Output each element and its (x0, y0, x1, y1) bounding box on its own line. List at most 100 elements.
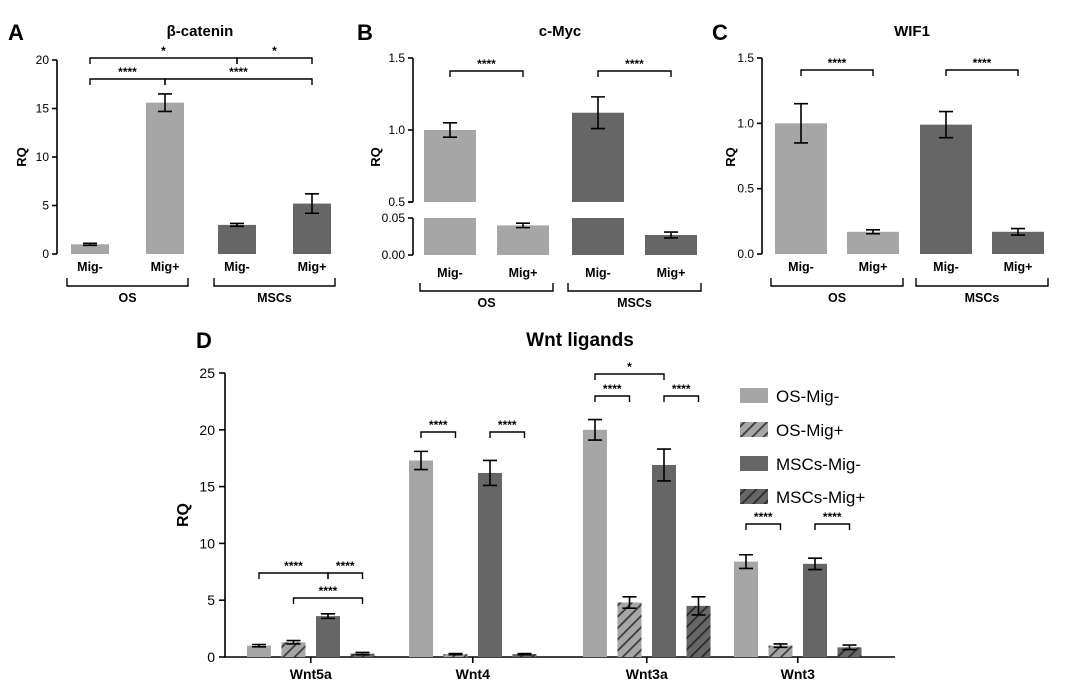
bar-mig-1 (847, 231, 899, 254)
bar-wnt3a-os-mig (617, 602, 642, 657)
bar-wnt3-os-mig (768, 645, 793, 657)
error-bar (739, 553, 753, 570)
y-axis-label-a: RQ (14, 147, 29, 167)
error-bar (305, 193, 319, 215)
significance-label: **** (229, 65, 248, 79)
legend: OS-Mig- OS-Mig+ MSCs-Mig- MSCs-Mig+ (740, 387, 865, 507)
y-tick-label: 0.5 (388, 195, 405, 209)
bar (645, 235, 697, 255)
bar-wnt3-os-mig (734, 561, 758, 657)
error-bar (794, 102, 808, 144)
group-bracket (770, 278, 904, 287)
legend-label-mscs-mig: MSCs-Mig+ (776, 488, 865, 507)
bar-mig-2 (920, 124, 972, 254)
significance-bracket (594, 373, 665, 380)
y-tick-label: 25 (199, 365, 215, 381)
significance-bracket (663, 395, 700, 402)
error-bar (664, 231, 678, 239)
significance-bracket (814, 523, 851, 530)
chart-title-b: c-Myc (539, 23, 582, 40)
y-axis-label-b: RQ (368, 147, 383, 167)
bar-wnt4-mscs-mig (512, 654, 537, 657)
error-bar (622, 595, 637, 609)
error-bar (83, 242, 97, 247)
significance-bracket (800, 69, 874, 76)
x-tick-label-wnt4: Wnt4 (456, 666, 490, 682)
error-bar (808, 557, 822, 571)
group-bracket (66, 278, 189, 287)
x-tick-label: Mig+ (509, 266, 538, 280)
y-tick-label: 5 (42, 199, 49, 213)
x-tick-label: Mig- (933, 260, 959, 274)
bar-wnt3-mscs-mig (803, 563, 827, 657)
panel-letter-a: A (8, 20, 24, 45)
error-bar (1011, 227, 1025, 236)
legend-swatch-mscs-mig (740, 489, 768, 504)
y-tick-label: 0 (207, 649, 215, 665)
significance-label: **** (498, 418, 517, 432)
panel-letter-d: D (196, 328, 212, 353)
bar-mig-1 (146, 102, 184, 255)
significance-label: **** (336, 559, 355, 573)
y-tick-label: 0.00 (382, 248, 406, 262)
error-bar (158, 93, 172, 113)
panel-letter-b: B (357, 20, 373, 45)
bar-wnt3-mscs-mig (837, 647, 862, 657)
bar-wnt3a-os-mig (583, 429, 607, 657)
significance-label: * (161, 44, 166, 58)
chart-title-c: WIF1 (894, 23, 930, 40)
significance-label: **** (823, 510, 842, 524)
bar-mig-3 (992, 231, 1044, 254)
panel-b: 0.5 1.0 1.5 0.00 0.05 Mig- Mig+ Mig- Mig+ OS MSCs *… (382, 51, 702, 310)
error-bar (414, 450, 428, 471)
bar-wnt4-mscs-mig (478, 472, 502, 657)
error-bar (866, 229, 880, 235)
bar-wnt5a-mscs-mig (316, 616, 340, 657)
x-tick-label: Mig+ (657, 266, 686, 280)
panel-c: 0.0 0.5 1.0 1.5 Mig- Mig+ Mig- Mig+ OS MSCs **** **… (737, 51, 1049, 305)
chart-title-a: β-catenin (167, 23, 234, 40)
group-bracket (567, 283, 702, 292)
bar-wnt3a-mscs-mig (652, 465, 676, 657)
y-tick-label: 0.0 (737, 247, 754, 261)
chart-title-d: Wnt ligands (526, 330, 634, 351)
significance-bracket (489, 431, 526, 438)
significance-label: **** (603, 382, 622, 396)
x-tick-label: Mig+ (298, 260, 327, 274)
y-tick-label: 5 (207, 592, 215, 608)
significance-bracket (449, 70, 524, 77)
significance-label: * (272, 44, 277, 58)
x-tick-label: Mig+ (859, 260, 888, 274)
significance-bracket (945, 69, 1019, 76)
error-bar (657, 448, 671, 482)
error-bar (842, 644, 857, 651)
significance-bracket (594, 395, 631, 402)
significance-bracket (258, 572, 329, 579)
legend-swatch-os-mig (740, 422, 768, 437)
bar-lower-segment (572, 218, 624, 255)
y-axis-label-c: RQ (723, 147, 738, 167)
error-bar (773, 643, 788, 649)
significance-bracket (236, 57, 313, 64)
x-tick-label: Mig- (224, 260, 250, 274)
error-bar (230, 222, 244, 228)
group-label: MSCs (617, 296, 652, 310)
significance-bracket (89, 57, 238, 64)
bar-mig-2 (218, 224, 256, 254)
significance-bracket (420, 431, 457, 438)
bar-mig-0 (775, 123, 827, 254)
bar-wnt5a-os-mig (247, 645, 271, 657)
legend-label-os-mig: OS-Mig+ (776, 421, 844, 440)
bar-mig-0 (71, 244, 109, 254)
significance-label: **** (754, 510, 773, 524)
error-bar (355, 651, 370, 656)
bar-wnt5a-os-mig (281, 642, 306, 657)
significance-label: **** (284, 559, 303, 573)
significance-label: **** (118, 65, 137, 79)
y-tick-label: 0.5 (737, 182, 754, 196)
y-axis-label-d: RQ (175, 503, 192, 527)
x-tick-label-wnt5a: Wnt5a (290, 666, 332, 682)
legend-label-mscs-mig: MSCs-Mig- (776, 455, 861, 474)
